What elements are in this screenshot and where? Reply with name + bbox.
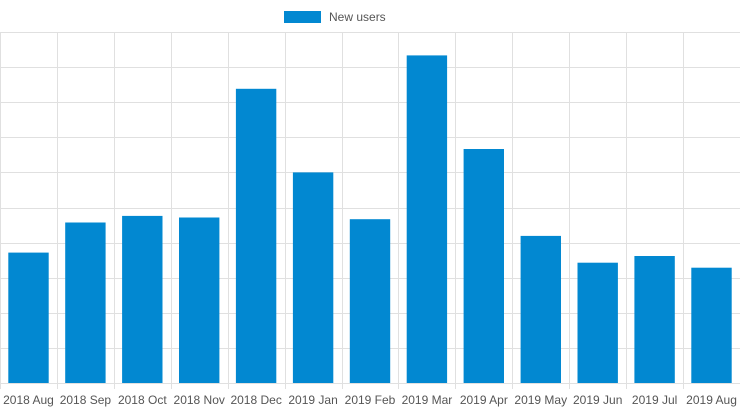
bar-2018-nov — [179, 217, 220, 383]
bar-2018-sep — [65, 222, 106, 383]
bar-2019-aug — [691, 267, 732, 383]
x-tick-label: 2019 Mar — [402, 393, 453, 407]
bar-2019-jan — [292, 172, 334, 383]
x-tick-label: 2019 Jun — [573, 393, 622, 407]
bar-2019-mar — [406, 55, 448, 384]
bar-2019-jun — [577, 262, 618, 383]
x-tick-label: 2018 Dec — [230, 393, 281, 407]
x-tick-label: 2019 Aug — [686, 393, 737, 407]
bar-2019-jul — [634, 256, 675, 383]
bar-2018-dec — [235, 88, 277, 384]
bar-2018-aug — [8, 252, 49, 383]
chart-legend[interactable]: New users — [284, 9, 386, 25]
bar-2019-apr — [463, 149, 504, 383]
x-tick-label: 2019 Feb — [345, 393, 396, 407]
bar-2018-oct — [122, 215, 163, 383]
x-tick-label: 2018 Sep — [60, 393, 112, 407]
x-tick-label: 2019 May — [514, 393, 567, 407]
x-tick-label: 2019 Jul — [632, 393, 677, 407]
legend-swatch-new-users — [284, 11, 321, 23]
x-tick-label: 2018 Nov — [174, 393, 225, 407]
bar-2019-may — [520, 235, 561, 383]
x-tick-label: 2018 Oct — [118, 393, 167, 407]
x-tick-label: 2019 Apr — [460, 393, 508, 407]
x-tick-label: 2019 Jan — [288, 393, 337, 407]
x-tick-label: 2018 Aug — [3, 393, 54, 407]
bar-2019-feb — [349, 219, 391, 383]
legend-label-new-users: New users — [329, 10, 386, 24]
